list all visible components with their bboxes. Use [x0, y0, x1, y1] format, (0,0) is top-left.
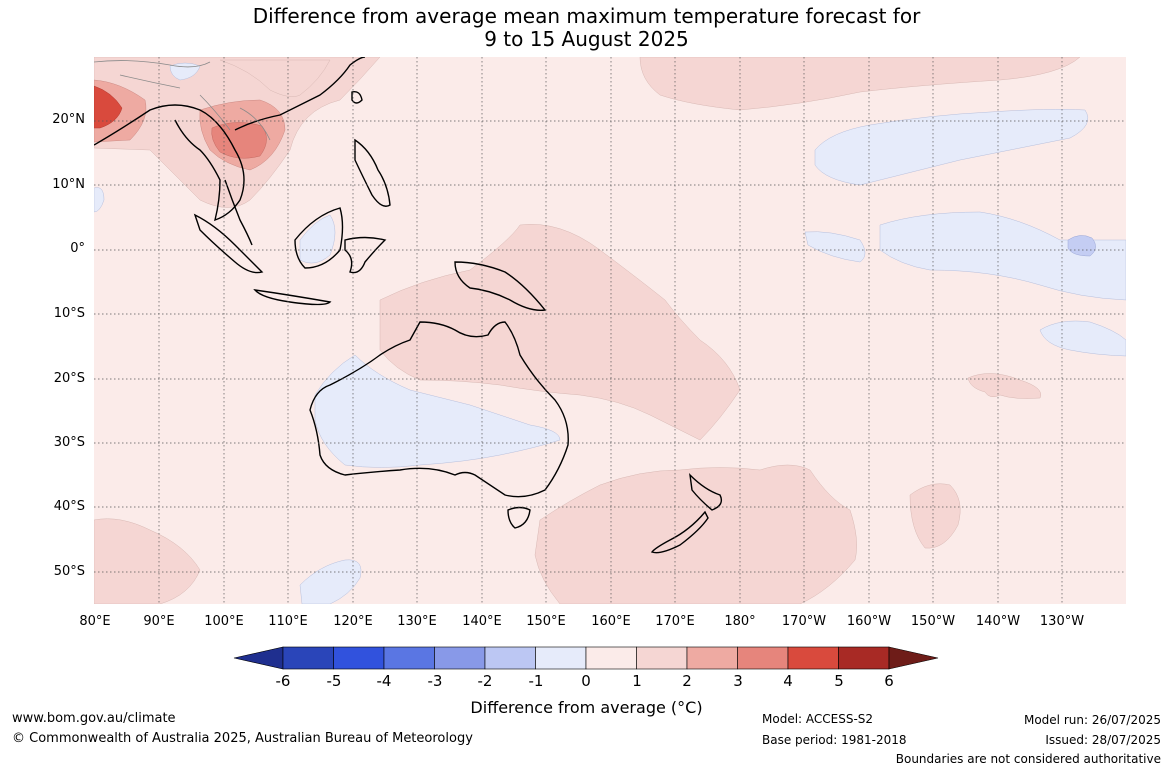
map-title-line-1: Difference from average mean maximum tem… [252, 4, 921, 28]
map-area [94, 57, 1126, 604]
colorbar-bin [686, 646, 738, 670]
coastline-borneo [294, 207, 344, 269]
colorbar-tick-3: 3 [733, 672, 743, 690]
colorbar-extend-min [233, 646, 284, 670]
coastline-taiwan [351, 90, 363, 104]
colorbar-tick-minus-6: -6 [275, 672, 291, 690]
coastline-new-zealand-north [689, 473, 723, 511]
lat-label-equator: 0° [70, 241, 85, 256]
coastline-australia [309, 321, 569, 498]
lon-label-80e: 80°E [79, 614, 111, 629]
coastline-java [253, 289, 332, 306]
lat-label-30s: 30°S [53, 435, 85, 450]
colorbar-tick-5: 5 [834, 672, 844, 690]
colorbar-tick-minus-3: -3 [427, 672, 443, 690]
warm-region-indian-ocean-south [94, 518, 201, 604]
coastline-new-guinea [454, 261, 547, 311]
footer-website: www.bom.gov.au/climate [12, 711, 176, 726]
warm-region-tasman-new-zealand [534, 464, 857, 604]
lon-label-170w: 170°W [781, 614, 827, 629]
colorbar-title: Difference from average (°C) [470, 698, 703, 717]
lon-label-130e: 130°E [397, 614, 437, 629]
lon-label-140w: 140°W [975, 614, 1021, 629]
lat-label-10s: 10°S [53, 306, 85, 321]
graticule [94, 57, 1126, 604]
lat-label-20n: 20°N [52, 112, 85, 127]
hot-region-indochina-core [211, 122, 267, 159]
footer-issued: Issued: 28/07/2025 [1045, 733, 1161, 747]
lon-label-180: 180° [724, 614, 756, 629]
hot-region-south-china-core [94, 85, 123, 129]
colorbar-tick-4: 4 [783, 672, 793, 690]
cool-region-china-interior [169, 62, 201, 81]
lon-label-130w: 130°W [1039, 614, 1085, 629]
footer-copyright: © Commonwealth of Australia 2025, Austra… [12, 731, 473, 746]
warm-region-new-guinea-coral-sea [379, 224, 741, 441]
colorbar-tick-minus-5: -5 [326, 672, 342, 690]
lat-label-40s: 40°S [53, 499, 85, 514]
colorbar-bin [737, 646, 789, 670]
lon-label-90e: 90°E [143, 614, 175, 629]
colorbar-bin [333, 646, 385, 670]
cool-region-north-pacific-band [814, 109, 1089, 186]
lon-label-160w: 160°W [846, 614, 892, 629]
colorbar-bin [636, 646, 688, 670]
footer-model: Model: ACCESS-S2 [762, 712, 874, 726]
warm-region-pacific-islands [967, 373, 1042, 399]
coastline-malay-peninsula [224, 179, 253, 246]
colorbar-bin [838, 646, 890, 670]
coastline-sulawesi [344, 236, 387, 274]
cool-region-borneo [299, 214, 336, 264]
colorbar-tick-minus-2: -2 [477, 672, 493, 690]
lon-label-110e: 110°E [268, 614, 308, 629]
lat-label-10n: 10°N [52, 177, 85, 192]
lon-label-140e: 140°E [462, 614, 502, 629]
coastline-new-zealand-south [650, 510, 709, 554]
lon-label-100e: 100°E [204, 614, 244, 629]
lon-label-150w: 150°W [910, 614, 956, 629]
cool-region-bay-of-bengal [94, 187, 105, 213]
colorbar-tick-2: 2 [682, 672, 692, 690]
lon-label-120e: 120°E [333, 614, 373, 629]
colorbar-tick-0: 0 [581, 672, 591, 690]
coastline-mainland-asia [94, 57, 366, 222]
footer-disclaimer: Boundaries are not considered authoritat… [895, 752, 1161, 766]
cool-region-equatorial-west [804, 231, 866, 263]
colorbar-bin [434, 646, 486, 670]
warm-region-southeast-pacific [909, 483, 961, 549]
country-borders [94, 60, 271, 141]
colorbar-bin [787, 646, 839, 670]
colorbar-bin [282, 646, 334, 670]
colorbar-bin [484, 646, 536, 670]
colorbar-bin [535, 646, 587, 670]
colorbar-bin [383, 646, 435, 670]
colorbar-tick-minus-1: -1 [528, 672, 544, 690]
cool-region-western-australia [314, 354, 561, 468]
cool-region-central-pacific [879, 211, 1126, 301]
lon-label-150e: 150°E [526, 614, 566, 629]
coastline-sumatra [193, 213, 264, 274]
cool-region-south-central-pacific [1039, 320, 1126, 357]
footer-model-run: Model run: 26/07/2025 [1023, 713, 1161, 727]
coastline-philippines [354, 138, 391, 207]
colorbar-extend-max [888, 646, 939, 670]
warm-region-north-pacific [639, 57, 1081, 111]
cold-region-equatorial-core [1067, 235, 1096, 257]
coastline-tasmania [507, 506, 531, 529]
lon-label-160e: 160°E [591, 614, 631, 629]
colorbar-tick-1: 1 [632, 672, 642, 690]
colorbar-tick-minus-4: -4 [376, 672, 392, 690]
warm-region-south-china [219, 59, 331, 97]
lat-label-50s: 50°S [53, 564, 85, 579]
colorbar-bin [585, 646, 637, 670]
colorbar-tick-6: 6 [884, 672, 894, 690]
lon-label-170e: 170°E [655, 614, 695, 629]
map-title-line-2: 9 to 15 August 2025 [484, 27, 689, 51]
coastlines [94, 57, 723, 554]
lat-label-20s: 20°S [53, 371, 85, 386]
footer-base-period: Base period: 1981-2018 [762, 733, 907, 747]
colorbar [233, 646, 939, 670]
cool-region-southern-ocean [299, 559, 362, 604]
